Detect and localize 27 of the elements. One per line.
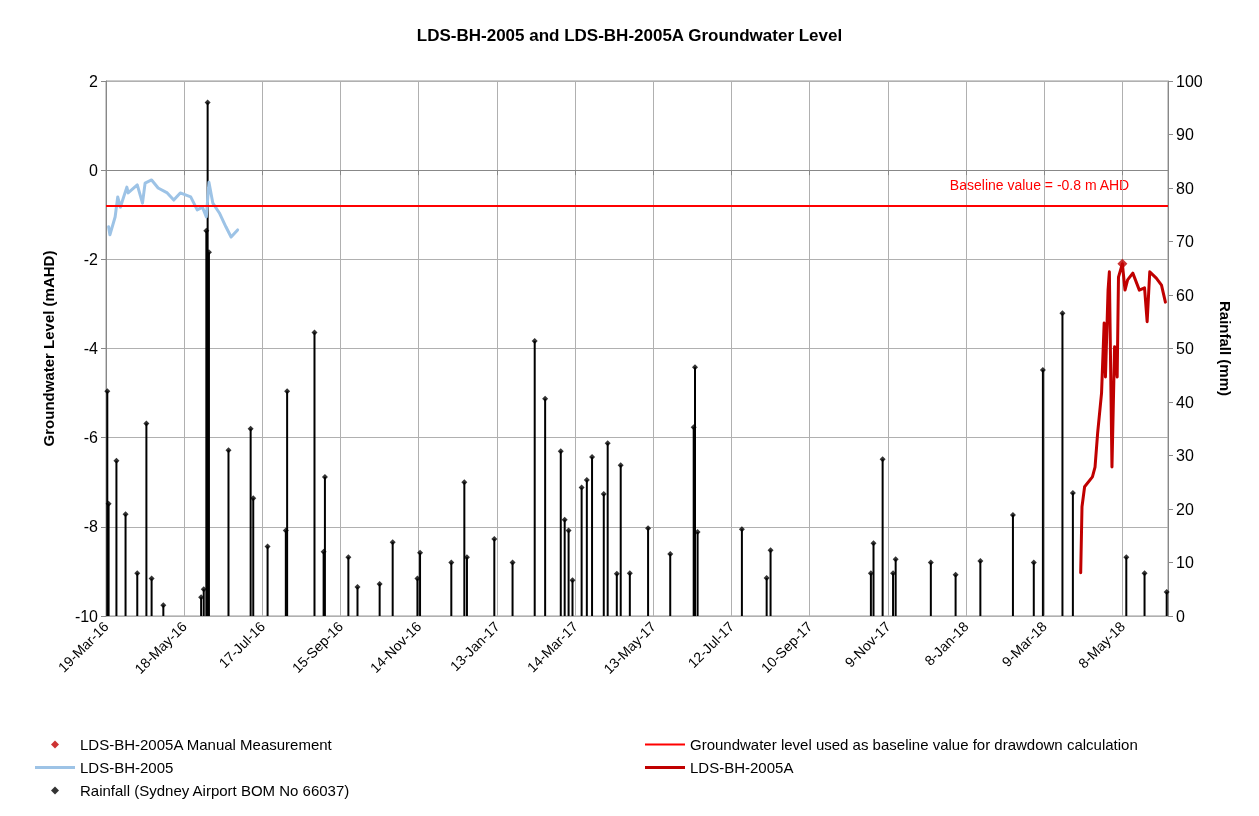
legend-label: LDS-BH-2005	[80, 759, 174, 776]
y-tick-label: -10	[74, 607, 99, 625]
y-tick-label: 2	[89, 72, 99, 90]
legend-label: LDS-BH-2005A	[690, 759, 794, 776]
y2-tick-label: 30	[1176, 447, 1194, 464]
y2-tick-label: 70	[1176, 233, 1194, 250]
y-tick-label: -6	[83, 429, 99, 447]
y2-tick-label: 50	[1176, 340, 1194, 357]
y2-tick-label: 40	[1176, 393, 1194, 411]
legend-label: LDS-BH-2005A Manual Measurement	[80, 736, 333, 753]
y-tick-label: -2	[83, 250, 99, 268]
legend-label: Rainfall (Sydney Airport BOM No 66037)	[80, 782, 350, 799]
annotation: Baseline value = -0.8 m AHD	[949, 177, 1130, 193]
y-tick-label: -8	[83, 518, 99, 536]
y2-axis-title: Rainfall (mm)	[1217, 300, 1234, 397]
y2-tick-label: 60	[1176, 286, 1194, 304]
y2-tick-label: 0	[1176, 607, 1185, 625]
y-tick-label: -4	[83, 340, 99, 357]
y-tick-label: 0	[89, 161, 99, 179]
chart-title: LDS-BH-2005 and LDS-BH-2005A Groundwater Level	[416, 26, 843, 45]
y2-tick-label: 10	[1176, 554, 1194, 571]
y2-tick-label: 100	[1176, 72, 1203, 90]
y2-tick-label: 90	[1176, 126, 1194, 143]
y2-tick-label: 20	[1176, 500, 1194, 518]
y-axis-title: Groundwater Level (mAHD)	[40, 250, 57, 447]
legend-label: Groundwater level used as baseline value for drawdown calculation	[690, 736, 1138, 753]
y2-tick-label: 80	[1176, 179, 1194, 197]
